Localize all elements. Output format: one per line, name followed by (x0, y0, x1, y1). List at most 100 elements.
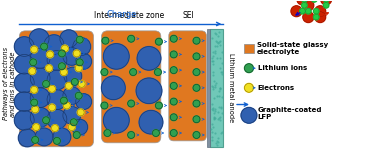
Circle shape (73, 38, 91, 55)
Circle shape (245, 83, 253, 92)
Circle shape (315, 6, 325, 17)
Circle shape (60, 69, 67, 76)
Circle shape (155, 38, 162, 45)
Circle shape (71, 78, 78, 85)
Circle shape (128, 35, 135, 42)
Circle shape (102, 37, 109, 44)
Circle shape (128, 132, 135, 138)
Circle shape (14, 110, 34, 130)
Point (209, 84, 215, 87)
Circle shape (47, 90, 67, 109)
Text: Pathways of electrons
and ions in cathode: Pathways of electrons and ions in cathod… (3, 47, 16, 120)
Point (210, 74, 216, 76)
Circle shape (46, 65, 53, 72)
Point (210, 108, 216, 111)
Bar (244, 44, 254, 54)
Text: Lithium metal anode: Lithium metal anode (228, 53, 234, 122)
Point (217, 67, 223, 69)
Point (219, 112, 225, 115)
Point (209, 108, 215, 110)
Point (215, 137, 221, 140)
Circle shape (170, 98, 177, 105)
Circle shape (60, 97, 67, 104)
FancyBboxPatch shape (19, 31, 94, 147)
Point (218, 132, 224, 134)
Point (218, 131, 225, 133)
Circle shape (193, 116, 200, 123)
Point (215, 35, 221, 38)
Point (209, 136, 215, 138)
Circle shape (303, 0, 314, 11)
Point (212, 108, 218, 111)
Circle shape (72, 119, 88, 135)
Circle shape (170, 35, 177, 42)
Circle shape (76, 94, 91, 109)
Circle shape (30, 49, 50, 68)
Point (217, 87, 223, 89)
Point (214, 57, 220, 59)
Circle shape (47, 109, 67, 129)
Circle shape (70, 119, 77, 126)
FancyBboxPatch shape (169, 31, 206, 141)
Circle shape (73, 132, 80, 138)
Bar (208, 29, 210, 147)
Circle shape (14, 73, 34, 93)
Circle shape (29, 68, 36, 75)
Circle shape (76, 36, 83, 43)
Bar (210, 29, 223, 147)
Circle shape (104, 44, 129, 69)
Point (217, 44, 223, 46)
Circle shape (303, 12, 314, 22)
Point (213, 39, 219, 42)
Circle shape (30, 68, 50, 88)
Point (209, 139, 215, 141)
Point (215, 42, 221, 44)
Circle shape (30, 59, 37, 66)
Circle shape (43, 80, 50, 87)
Point (214, 140, 220, 143)
Circle shape (63, 107, 81, 124)
Point (214, 41, 220, 43)
Point (208, 128, 214, 130)
Circle shape (170, 67, 177, 74)
Circle shape (101, 76, 125, 100)
Circle shape (323, 2, 329, 8)
Circle shape (53, 128, 71, 146)
Point (217, 86, 223, 89)
Circle shape (31, 46, 38, 53)
Point (217, 56, 223, 59)
Circle shape (193, 84, 200, 91)
Circle shape (65, 82, 72, 89)
Circle shape (35, 128, 53, 146)
Circle shape (44, 35, 64, 54)
Circle shape (31, 99, 38, 106)
Circle shape (31, 86, 38, 93)
Point (211, 118, 217, 121)
Point (217, 39, 223, 42)
Point (209, 60, 215, 62)
Point (209, 60, 215, 63)
Point (216, 90, 222, 92)
Point (218, 105, 224, 108)
Circle shape (32, 136, 39, 143)
Point (210, 126, 216, 128)
Point (219, 71, 225, 74)
Circle shape (139, 110, 163, 134)
Circle shape (297, 0, 308, 5)
Circle shape (170, 114, 177, 121)
Point (216, 30, 222, 33)
Point (211, 63, 217, 66)
Text: Lithium ions: Lithium ions (258, 65, 307, 71)
Point (211, 132, 217, 134)
Circle shape (104, 130, 111, 136)
Point (217, 116, 223, 118)
Circle shape (313, 14, 319, 20)
Circle shape (19, 129, 36, 147)
Text: Charge: Charge (106, 10, 136, 19)
Circle shape (305, 8, 311, 14)
Circle shape (193, 132, 200, 138)
Point (218, 51, 225, 53)
Text: Electrons: Electrons (258, 85, 295, 91)
Point (211, 115, 217, 118)
Point (210, 55, 216, 58)
